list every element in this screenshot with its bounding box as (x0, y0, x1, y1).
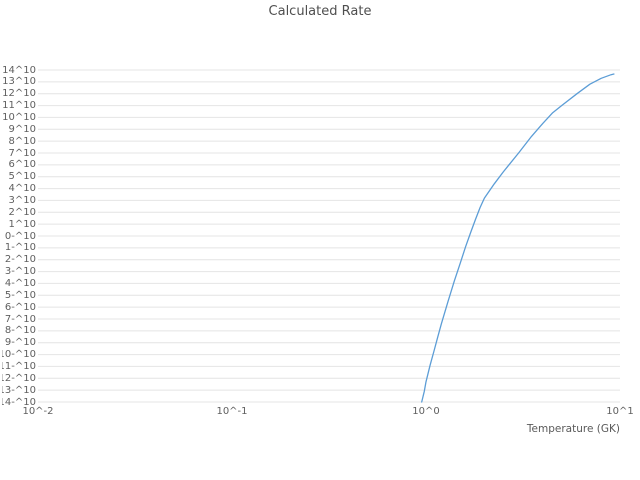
y-tick-label: 10^-14 (2, 396, 36, 408)
y-tick-label: 10^-5 (4, 289, 36, 301)
y-tick-label: 10^7 (8, 147, 37, 159)
y-tick-label: 10^-0 (4, 230, 36, 242)
y-tick-label: 10^-9 (4, 337, 36, 349)
y-tick-label: 10^-12 (2, 372, 36, 384)
rate-curve (421, 73, 615, 403)
y-tick-label: 10^-3 (4, 266, 36, 278)
y-tick-label: 10^-1 (4, 242, 36, 254)
y-tick-label: 10^4 (8, 183, 37, 195)
x-tick-label: 10^0 (412, 406, 440, 417)
y-tick-label: 10^-11 (2, 360, 36, 372)
series-lines (421, 73, 615, 403)
y-tick-label: 10^-13 (2, 384, 36, 396)
y-tick-label: 10^-4 (4, 277, 36, 289)
y-tick-label: 10^12 (2, 88, 36, 100)
y-tick-label: 10^14 (2, 64, 36, 76)
y-tick-label: 10^5 (8, 171, 37, 183)
y-tick-label: 10^-7 (4, 313, 36, 325)
x-axis-label: Temperature (GK) (526, 423, 620, 435)
y-tick-label: 10^-8 (4, 325, 36, 337)
y-tick-label: 10^13 (2, 76, 36, 88)
y-tick-label: 10^9 (8, 123, 37, 135)
y-tick-label: 10^1 (8, 218, 37, 230)
y-tick-label: 10^-6 (4, 301, 36, 313)
chart-title: Calculated Rate (268, 4, 372, 19)
x-tick-label: 10^-2 (22, 406, 54, 417)
y-tick-label: 10^6 (8, 159, 37, 171)
y-tick-label: 10^-2 (4, 254, 36, 266)
y-tick-label: 10^10 (2, 111, 36, 123)
x-tick-label: 10^-1 (216, 406, 248, 417)
y-tick-label: 10^-10 (2, 349, 36, 361)
gridlines (38, 69, 620, 403)
y-tick-label: 10^11 (2, 100, 36, 112)
y-tick-label: 10^3 (8, 194, 37, 206)
y-tick-label: 10^2 (8, 206, 37, 218)
x-tick-label: 10^1 (606, 406, 634, 417)
y-tick-label: 10^8 (8, 135, 37, 147)
